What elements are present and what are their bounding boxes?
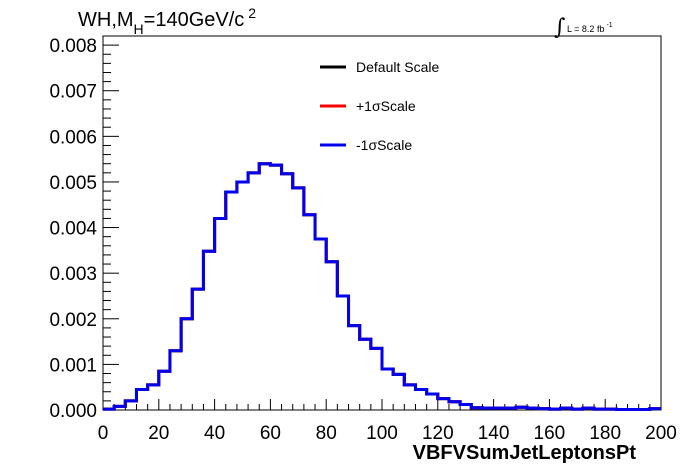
x-tick-label: 60	[260, 423, 281, 444]
y-axis-tick-labels: 0.000 0.001 0.002 0.003 0.004 0.005 0.006 0.007…	[49, 36, 97, 422]
x-tick-label: 180	[589, 423, 621, 444]
integral-symbol: ∫	[554, 15, 566, 40]
luminosity-label: ∫ L = 8.2 fb -1	[554, 15, 613, 40]
title-rest: =140GeV/c	[144, 9, 245, 31]
x-tick-label: 160	[534, 423, 566, 444]
x-tick-label: 100	[366, 423, 398, 444]
x-tick-label: 40	[204, 423, 225, 444]
x-tick-label: 120	[422, 423, 454, 444]
y-tick-label: 0.002	[49, 310, 97, 331]
y-tick-label: 0.003	[49, 264, 97, 285]
y-tick-label: 0.001	[49, 355, 97, 376]
y-tick-label: 0.005	[49, 173, 97, 194]
title-subscript: H	[134, 21, 144, 37]
y-tick-label: 0.000	[49, 401, 97, 422]
x-tick-label: 80	[316, 423, 337, 444]
series-line--1-scale	[103, 162, 661, 412]
y-tick-label: 0.004	[49, 219, 97, 240]
x-tick-label: 200	[645, 423, 677, 444]
series-line--1-scale	[103, 162, 661, 412]
y-axis-ticks	[103, 35, 119, 411]
x-tick-label: 0	[98, 423, 109, 444]
title-superscript: 2	[248, 5, 256, 21]
title-main: WH,M	[78, 9, 134, 31]
x-tick-label: 20	[148, 423, 169, 444]
luminosity-text: L = 8.2 fb -1	[567, 22, 613, 34]
x-tick-label: 140	[478, 423, 510, 444]
legend-label: Default Scale	[356, 59, 439, 75]
y-tick-label: 0.008	[49, 36, 97, 57]
y-tick-label: 0.006	[49, 127, 97, 148]
y-tick-label: 0.007	[49, 82, 97, 103]
series-line-default-scale	[103, 162, 661, 412]
chart-title: WH,MH=140GeV/c 2	[78, 5, 256, 37]
luminosity-exponent: -1	[606, 22, 612, 29]
x-axis-tick-labels: 0 20 40 60 80 100 120 140 160 180 200	[98, 423, 677, 444]
x-axis-label: VBFVSumJetLeptonsPt	[413, 442, 637, 464]
legend-label: +1σScale	[356, 98, 416, 114]
luminosity-value: L = 8.2 fb	[567, 24, 604, 34]
legend-label: -1σScale	[356, 137, 412, 153]
series-layer	[103, 162, 661, 412]
legend: Default Scale +1σScale -1σScale	[320, 59, 439, 153]
